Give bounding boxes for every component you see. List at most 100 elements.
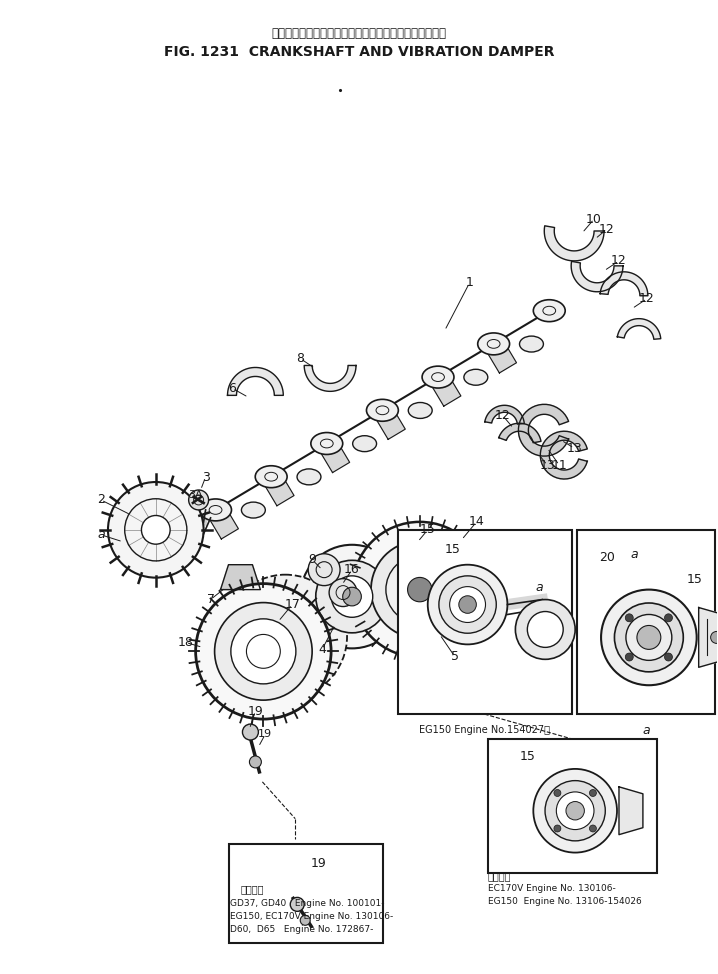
Circle shape bbox=[664, 653, 673, 661]
Text: 6: 6 bbox=[228, 382, 236, 394]
Text: 8: 8 bbox=[297, 352, 304, 365]
Circle shape bbox=[589, 825, 597, 832]
Circle shape bbox=[329, 579, 357, 607]
Polygon shape bbox=[207, 505, 238, 539]
Ellipse shape bbox=[353, 435, 376, 452]
Text: 15: 15 bbox=[420, 523, 436, 537]
Text: 13: 13 bbox=[567, 441, 582, 455]
Circle shape bbox=[290, 897, 304, 912]
Text: 11: 11 bbox=[551, 459, 567, 471]
Circle shape bbox=[231, 618, 296, 684]
Circle shape bbox=[408, 578, 432, 602]
Text: D60,  D65   Engine No. 172867-: D60, D65 Engine No. 172867- bbox=[230, 924, 374, 934]
Circle shape bbox=[449, 586, 485, 622]
Text: 適用機種: 適用機種 bbox=[241, 884, 264, 894]
Text: 9: 9 bbox=[308, 553, 316, 566]
Text: a: a bbox=[536, 581, 543, 594]
Text: EG150 Engine No.154027～: EG150 Engine No.154027～ bbox=[419, 725, 550, 735]
Text: a: a bbox=[97, 528, 105, 542]
Text: a: a bbox=[630, 548, 638, 561]
Ellipse shape bbox=[464, 369, 488, 386]
Text: 18: 18 bbox=[178, 636, 194, 649]
Polygon shape bbox=[699, 608, 718, 667]
Text: 3A: 3A bbox=[188, 490, 203, 500]
Polygon shape bbox=[541, 431, 587, 479]
Circle shape bbox=[637, 625, 661, 650]
Text: 10: 10 bbox=[586, 212, 602, 226]
Polygon shape bbox=[544, 226, 604, 261]
Circle shape bbox=[249, 756, 261, 768]
Text: 12: 12 bbox=[599, 222, 615, 236]
Ellipse shape bbox=[366, 399, 398, 422]
Circle shape bbox=[516, 600, 575, 659]
Ellipse shape bbox=[477, 333, 510, 355]
Circle shape bbox=[601, 589, 696, 686]
Circle shape bbox=[223, 575, 347, 698]
Text: 3: 3 bbox=[202, 470, 210, 483]
Ellipse shape bbox=[422, 366, 454, 388]
Circle shape bbox=[300, 916, 310, 925]
Polygon shape bbox=[228, 367, 284, 395]
Polygon shape bbox=[429, 372, 461, 406]
Ellipse shape bbox=[533, 300, 565, 321]
Text: 15: 15 bbox=[444, 543, 460, 556]
Ellipse shape bbox=[409, 402, 432, 419]
Polygon shape bbox=[220, 565, 261, 589]
Text: 4: 4 bbox=[318, 643, 326, 656]
Circle shape bbox=[189, 490, 209, 510]
Circle shape bbox=[625, 653, 633, 661]
Text: a: a bbox=[642, 724, 650, 736]
Circle shape bbox=[195, 583, 331, 719]
Circle shape bbox=[566, 802, 584, 820]
Ellipse shape bbox=[241, 503, 266, 518]
Text: 7: 7 bbox=[207, 593, 215, 606]
Circle shape bbox=[331, 576, 373, 618]
Polygon shape bbox=[600, 272, 648, 296]
Circle shape bbox=[664, 614, 673, 621]
Circle shape bbox=[108, 482, 204, 578]
Text: 15: 15 bbox=[686, 573, 703, 586]
Text: 17: 17 bbox=[284, 598, 300, 611]
Polygon shape bbox=[263, 471, 294, 506]
Text: 5: 5 bbox=[451, 650, 459, 663]
Circle shape bbox=[556, 792, 594, 830]
Circle shape bbox=[352, 522, 488, 657]
Circle shape bbox=[626, 615, 672, 660]
Text: 19: 19 bbox=[248, 704, 264, 718]
Polygon shape bbox=[318, 438, 350, 472]
Text: FIG. 1231  CRANKSHAFT AND VIBRATION DAMPER: FIG. 1231 CRANKSHAFT AND VIBRATION DAMPE… bbox=[164, 45, 554, 58]
Text: 12: 12 bbox=[495, 409, 510, 422]
Text: 12: 12 bbox=[639, 292, 655, 305]
Text: 13: 13 bbox=[539, 459, 555, 471]
Circle shape bbox=[386, 556, 454, 623]
Polygon shape bbox=[518, 404, 569, 456]
Text: GD37, GD40   Engine No. 100101-: GD37, GD40 Engine No. 100101- bbox=[230, 899, 385, 908]
Circle shape bbox=[401, 571, 439, 609]
Circle shape bbox=[533, 768, 617, 852]
Circle shape bbox=[300, 544, 404, 649]
Bar bbox=[488, 739, 657, 874]
Text: EC170V Engine No. 130106-: EC170V Engine No. 130106- bbox=[488, 884, 615, 893]
Circle shape bbox=[215, 603, 312, 700]
Circle shape bbox=[371, 541, 469, 638]
Bar bbox=[398, 530, 572, 714]
Bar bbox=[228, 843, 383, 943]
Text: 19: 19 bbox=[258, 730, 272, 739]
Text: 19: 19 bbox=[310, 857, 326, 870]
Circle shape bbox=[711, 631, 718, 644]
Circle shape bbox=[527, 612, 563, 648]
Circle shape bbox=[439, 576, 496, 633]
Text: 15: 15 bbox=[519, 750, 536, 764]
Circle shape bbox=[459, 596, 476, 614]
Text: 14: 14 bbox=[469, 515, 485, 528]
Text: EG150, EC170V Engine No. 130106-: EG150, EC170V Engine No. 130106- bbox=[230, 912, 393, 920]
Ellipse shape bbox=[255, 466, 287, 488]
Circle shape bbox=[554, 825, 561, 832]
Text: 1: 1 bbox=[466, 277, 473, 289]
Ellipse shape bbox=[297, 468, 321, 485]
Ellipse shape bbox=[311, 432, 342, 455]
Circle shape bbox=[625, 614, 633, 621]
Text: 12: 12 bbox=[611, 254, 627, 268]
Text: クランクシャフト　および　バイブレーション　ダンパ: クランクシャフト および バイブレーション ダンパ bbox=[271, 27, 447, 40]
Circle shape bbox=[342, 587, 361, 606]
